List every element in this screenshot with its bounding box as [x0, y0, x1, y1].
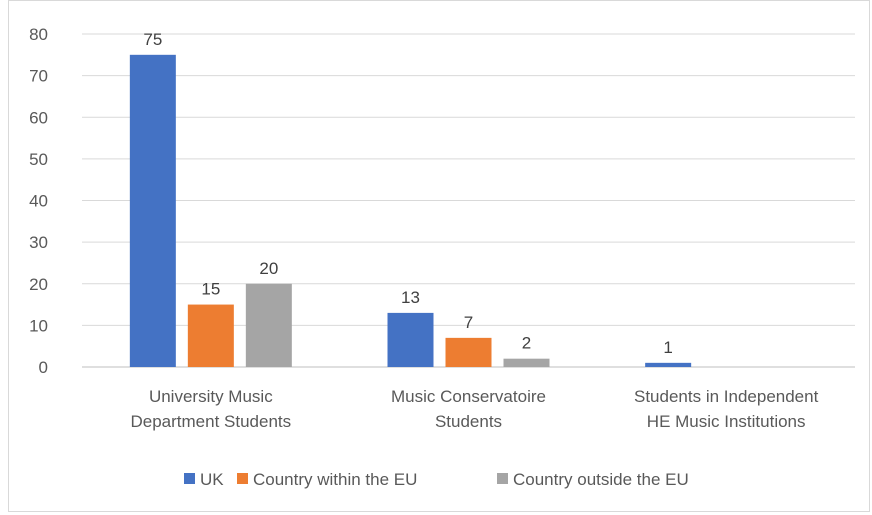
- y-tick-label: 50: [29, 150, 48, 169]
- category-label: University Music: [149, 387, 273, 406]
- legend-label: Country within the EU: [253, 470, 417, 489]
- data-label: 1: [663, 338, 672, 357]
- legend: UK Country within the EU Country outside t…: [184, 470, 689, 489]
- legend-label: UK: [200, 470, 224, 489]
- bars: [129, 54, 692, 367]
- data-label: 13: [401, 288, 420, 307]
- data-label: 7: [464, 313, 473, 332]
- bar: [387, 312, 434, 367]
- y-tick-label: 0: [39, 358, 48, 377]
- legend-swatch: [184, 473, 195, 484]
- y-tick-label: 70: [29, 67, 48, 86]
- bar: [445, 337, 492, 367]
- y-tick-label: 30: [29, 233, 48, 252]
- y-tick-label: 60: [29, 108, 48, 127]
- y-tick-label: 40: [29, 192, 48, 211]
- legend-swatch: [237, 473, 248, 484]
- category-label: Department Students: [131, 412, 292, 431]
- data-labels: 75 15 20 13 7 2 1: [143, 30, 673, 357]
- category-label: Music Conservatoire: [391, 387, 546, 406]
- legend-swatch: [497, 473, 508, 484]
- bar: [645, 362, 692, 367]
- y-axis-ticks: 0 10 20 30 40 50 60 70 80: [29, 25, 48, 377]
- category-label: Students: [435, 412, 502, 431]
- category-labels: University Music Department Students Music…: [131, 387, 819, 431]
- legend-label: Country outside the EU: [513, 470, 689, 489]
- data-label: 15: [201, 280, 220, 299]
- bar: [503, 358, 550, 367]
- bar: [129, 54, 176, 367]
- data-label: 20: [259, 259, 278, 278]
- y-tick-label: 20: [29, 275, 48, 294]
- data-label: 2: [522, 334, 531, 353]
- data-label: 75: [143, 30, 162, 49]
- category-label: Students in Independent: [634, 387, 819, 406]
- bar: [187, 304, 234, 367]
- y-tick-label: 80: [29, 25, 48, 44]
- bar: [245, 283, 292, 367]
- y-tick-label: 10: [29, 316, 48, 335]
- category-label: HE Music Institutions: [647, 412, 806, 431]
